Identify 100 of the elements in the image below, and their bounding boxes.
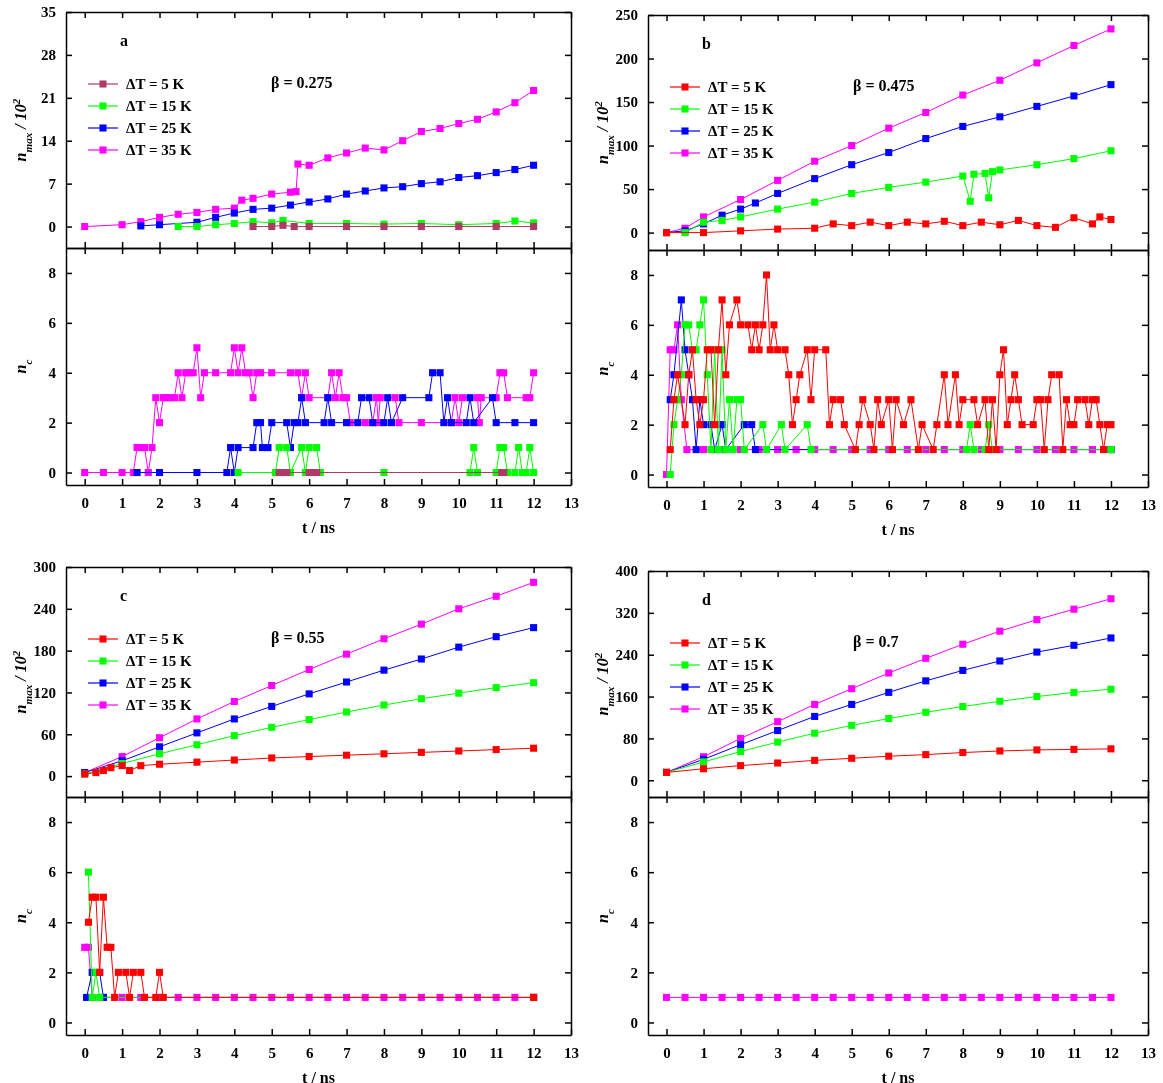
y-tick-label: 0 (48, 1014, 56, 1031)
y-tick-label: 6 (630, 317, 639, 334)
y-tick-label: 180 (33, 642, 56, 659)
x-tick-label: 4 (231, 494, 240, 511)
y-tick-label: 7 (48, 175, 57, 192)
y-tick-label: 0 (48, 768, 56, 785)
legend-label: ΔT = 25 K (708, 123, 774, 139)
x-axis-title: t / ns (881, 521, 915, 538)
y-tick-label: 6 (48, 864, 57, 881)
x-tick-label: 12 (526, 1044, 542, 1061)
annotation: c (120, 587, 128, 604)
y-tick-label: 80 (623, 730, 638, 747)
y-tick-label: 8 (630, 814, 638, 831)
x-tick-label: 5 (848, 496, 856, 513)
y-tick-label: 4 (48, 914, 57, 931)
x-tick-label: 1 (700, 496, 708, 513)
x-tick-label: 5 (268, 1044, 276, 1061)
x-tick-label: 7 (922, 1044, 931, 1061)
x-tick-label: 0 (663, 1044, 671, 1061)
x-tick-label: 1 (118, 1044, 127, 1061)
x-tick-label: 12 (526, 494, 542, 511)
y-tick-label: 0 (630, 772, 638, 789)
y-tick-label: 28 (41, 47, 56, 64)
x-tick-label: 0 (663, 496, 671, 513)
annotation: β = 0.55 (271, 629, 325, 647)
x-tick-label: 10 (451, 1044, 467, 1061)
x-tick-label: 0 (81, 1044, 89, 1061)
x-tick-label: 1 (700, 1044, 708, 1061)
x-tick-label: 3 (193, 494, 202, 511)
x-tick-label: 11 (1067, 1044, 1082, 1061)
legend-label: ΔT = 5 K (708, 79, 767, 95)
x-tick-label: 9 (996, 1044, 1005, 1061)
x-tick-label: 12 (1103, 1044, 1119, 1061)
y-tick-label: 2 (630, 964, 638, 981)
x-tick-label: 6 (885, 496, 894, 513)
y-tick-label: 400 (615, 563, 638, 580)
y-tick-label: 4 (630, 367, 639, 384)
x-tick-label: 2 (737, 1044, 745, 1061)
annotation: d (702, 591, 711, 608)
x-tick-label: 13 (564, 494, 579, 511)
y-tick-label: 0 (48, 464, 56, 481)
x-tick-label: 0 (81, 494, 89, 511)
y-tick-label: 50 (623, 181, 638, 198)
x-tick-label: 13 (1141, 1044, 1156, 1061)
x-axis-title: t / ns (302, 519, 335, 536)
y-tick-label: 120 (33, 684, 56, 701)
legend-label: ΔT = 35 K (126, 697, 192, 713)
x-tick-label: 5 (268, 494, 276, 511)
x-tick-label: 13 (1141, 496, 1156, 513)
legend-label: ΔT = 5 K (126, 76, 185, 92)
x-tick-label: 4 (811, 496, 820, 513)
annotation: β = 0.475 (853, 77, 915, 95)
y-tick-label: 35 (41, 4, 56, 21)
y-tick-label: 4 (48, 365, 57, 382)
x-tick-label: 1 (118, 494, 127, 511)
legend-label: ΔT = 35 K (708, 701, 774, 717)
x-tick-label: 4 (231, 1044, 240, 1061)
y-tick-label: 160 (615, 688, 638, 705)
x-tick-label: 2 (737, 496, 745, 513)
x-tick-label: 11 (489, 494, 504, 511)
y-tick-label: 300 (33, 559, 56, 576)
legend-label: ΔT = 15 K (708, 657, 774, 673)
x-tick-label: 10 (1029, 1044, 1045, 1061)
y-tick-label: 8 (48, 265, 56, 282)
y-tick-label: 240 (33, 601, 56, 618)
y-tick-label: 250 (615, 7, 638, 24)
y-tick-label: 0 (48, 218, 56, 235)
legend-label: ΔT = 25 K (126, 675, 192, 691)
y-tick-label: 320 (615, 605, 638, 622)
y-tick-label: 6 (48, 315, 57, 332)
legend-label: ΔT = 25 K (126, 120, 192, 136)
annotation: a (120, 32, 128, 49)
x-tick-label: 10 (1029, 496, 1045, 513)
legend-label: ΔT = 25 K (708, 679, 774, 695)
x-tick-label: 6 (885, 1044, 894, 1061)
x-tick-label: 5 (848, 1044, 856, 1061)
x-tick-label: 7 (343, 1044, 352, 1061)
x-tick-label: 8 (380, 494, 389, 511)
x-tick-label: 11 (489, 1044, 504, 1061)
x-tick-label: 9 (418, 494, 426, 511)
y-tick-label: 4 (630, 914, 639, 931)
x-axis-title: t / ns (302, 1069, 335, 1083)
x-tick-label: 9 (996, 496, 1005, 513)
y-tick-label: 8 (630, 267, 638, 284)
x-tick-label: 4 (811, 1044, 820, 1061)
x-tick-label: 10 (451, 494, 467, 511)
x-tick-label: 8 (380, 1044, 389, 1061)
x-tick-label: 6 (305, 494, 314, 511)
y-tick-label: 100 (615, 137, 638, 154)
legend-label: ΔT = 15 K (126, 653, 192, 669)
x-tick-label: 9 (418, 1044, 426, 1061)
legend-label: ΔT = 5 K (126, 631, 185, 647)
y-tick-label: 0 (630, 224, 638, 241)
y-tick-label: 0 (630, 1014, 638, 1031)
y-tick-label: 14 (41, 133, 57, 150)
y-tick-label: 6 (630, 864, 639, 881)
x-tick-label: 12 (1103, 496, 1119, 513)
y-tick-label: 60 (41, 726, 56, 743)
y-tick-label: 2 (48, 964, 56, 981)
annotation: β = 0.7 (853, 633, 899, 651)
